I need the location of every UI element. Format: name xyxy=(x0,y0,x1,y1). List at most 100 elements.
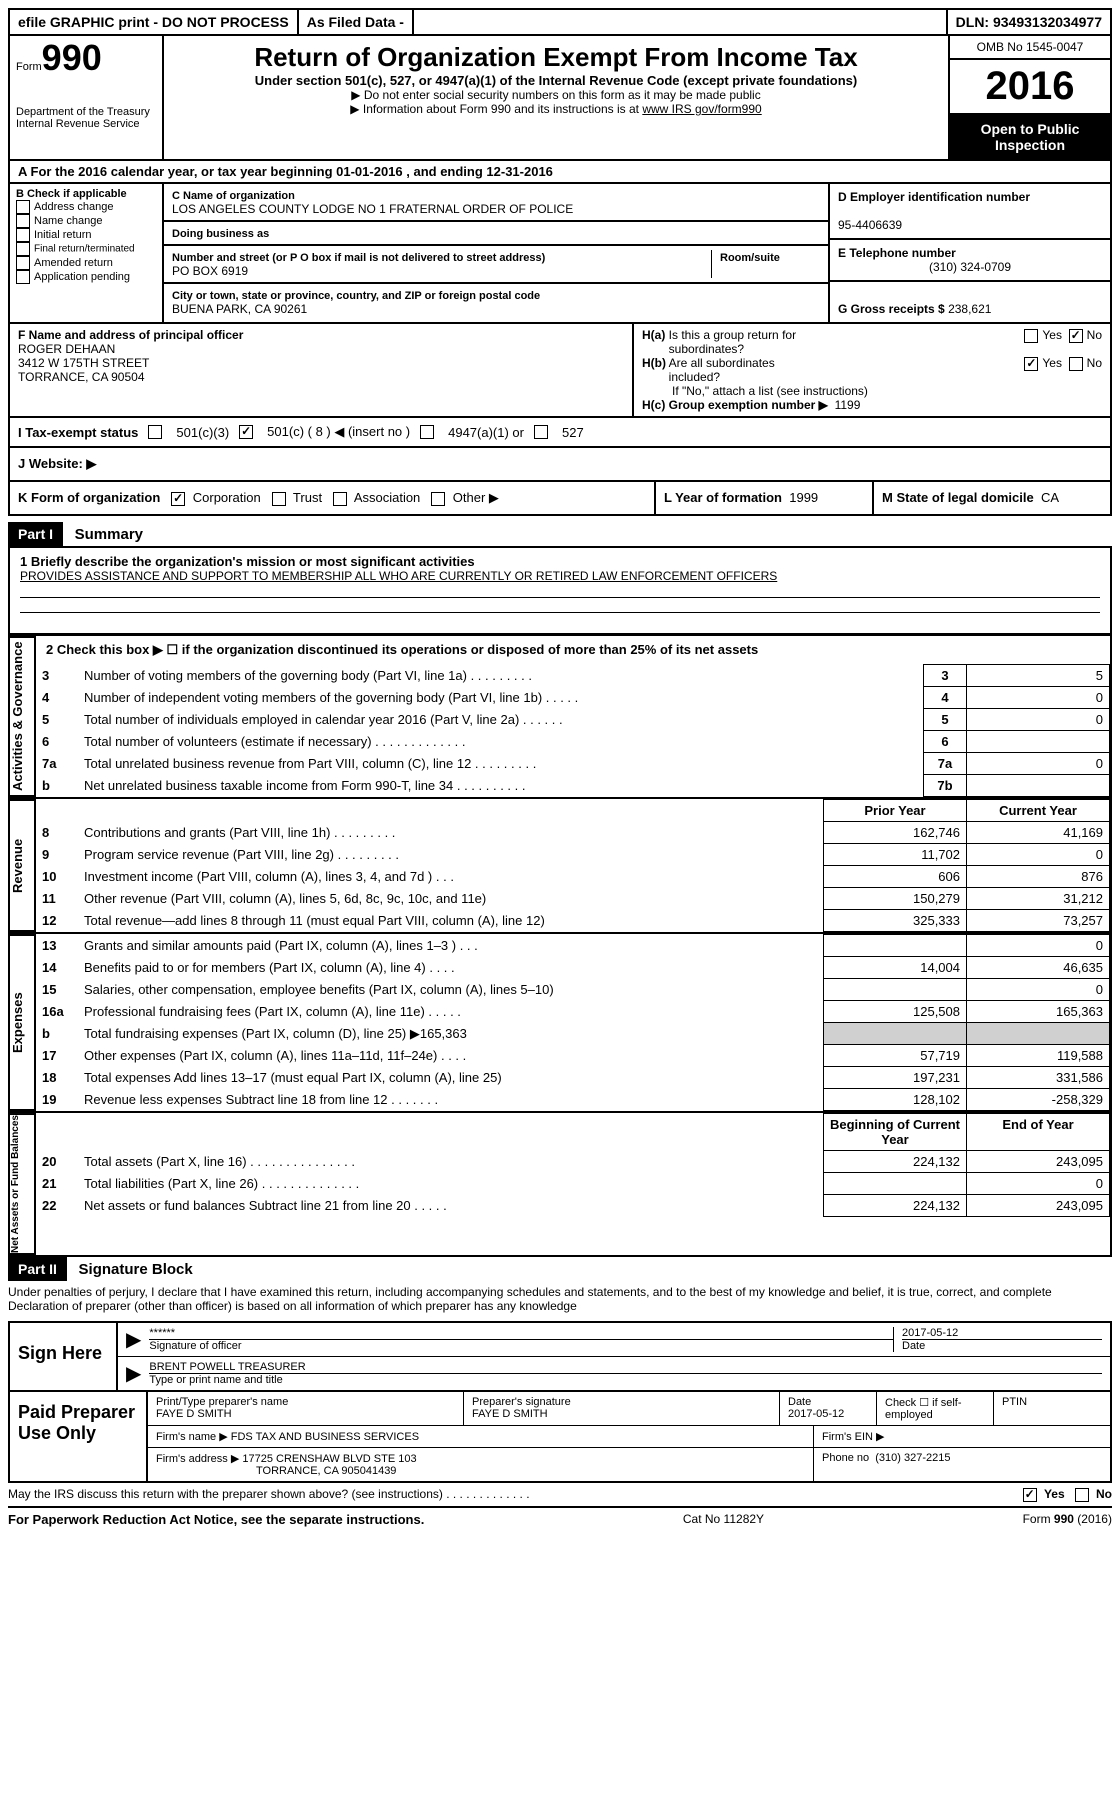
line-desc: Total unrelated business revenue from Pa… xyxy=(78,753,924,775)
line-desc: Total assets (Part X, line 16) . . . . .… xyxy=(78,1151,824,1173)
chk-initial-return[interactable]: Initial return xyxy=(16,228,156,242)
part-ii-title: Signature Block xyxy=(79,1261,193,1278)
prior-val: 325,333 xyxy=(824,910,967,932)
paid-prep-label: Paid Preparer Use Only xyxy=(10,1392,148,1481)
prior-val xyxy=(824,1023,967,1045)
chk-4947[interactable] xyxy=(420,425,434,439)
current-val: 165,363 xyxy=(967,1001,1110,1023)
line-box: 3 xyxy=(924,665,967,687)
discuss-yes[interactable] xyxy=(1023,1488,1037,1502)
chk-application-pending[interactable]: Application pending xyxy=(16,270,156,284)
org-name: LOS ANGELES COUNTY LODGE NO 1 FRATERNAL … xyxy=(172,202,573,216)
line-desc: Salaries, other compensation, employee b… xyxy=(78,979,824,1001)
dln-label: DLN: 93493132034977 xyxy=(946,10,1110,34)
ha-yes[interactable] xyxy=(1024,329,1038,343)
exp-label: Expenses xyxy=(10,934,36,1111)
line-num: 12 xyxy=(36,910,78,932)
ptin-label: PTIN xyxy=(994,1392,1110,1425)
line-num: 5 xyxy=(36,709,78,731)
line-desc: Professional fundraising fees (Part IX, … xyxy=(78,1001,824,1023)
chk-corp[interactable] xyxy=(171,492,185,506)
officer-addr2: TORRANCE, CA 90504 xyxy=(18,370,145,384)
line-num: 6 xyxy=(36,731,78,753)
current-val: 31,212 xyxy=(967,888,1110,910)
arrow-icon: ▶ xyxy=(126,1361,141,1386)
firm-name: FDS TAX AND BUSINESS SERVICES xyxy=(231,1431,419,1443)
org-k: K Form of organization Corporation Trust… xyxy=(10,482,656,514)
line-desc: Benefits paid to or for members (Part IX… xyxy=(78,957,824,979)
h-section: H(a) Is this a group return for subordin… xyxy=(634,324,1110,416)
prior-val: 606 xyxy=(824,866,967,888)
mission-row: 1 Briefly describe the organization's mi… xyxy=(8,546,1112,635)
footer: For Paperwork Reduction Act Notice, see … xyxy=(8,1508,1112,1531)
line-num: 8 xyxy=(36,822,78,844)
gross-row: G Gross receipts $ 238,621 xyxy=(830,282,1110,322)
line-desc: Investment income (Part VIII, column (A)… xyxy=(78,866,824,888)
form-prefix: Form xyxy=(16,61,42,73)
efile-label: efile GRAPHIC print - DO NOT PROCESS xyxy=(10,10,297,34)
line-num: 22 xyxy=(36,1195,78,1217)
line-desc: Total revenue—add lines 8 through 11 (mu… xyxy=(78,910,824,932)
gross-value: 238,621 xyxy=(948,302,991,316)
line-desc: Net assets or fund balances Subtract lin… xyxy=(78,1195,824,1217)
line-desc: Total number of volunteers (estimate if … xyxy=(78,731,924,753)
chk-501c[interactable] xyxy=(239,425,253,439)
city-row: City or town, state or province, country… xyxy=(164,284,828,320)
line-box: 4 xyxy=(924,687,967,709)
chk-amended-return[interactable]: Amended return xyxy=(16,256,156,270)
current-val: 243,095 xyxy=(967,1151,1110,1173)
prior-val: 224,132 xyxy=(824,1151,967,1173)
part-i-title: Summary xyxy=(75,526,143,543)
chk-final-return[interactable]: Final return/terminated xyxy=(16,242,156,256)
org-row: K Form of organization Corporation Trust… xyxy=(8,482,1112,516)
firm-addr: 17725 CRENSHAW BLVD STE 103 xyxy=(242,1453,416,1465)
chk-assoc[interactable] xyxy=(333,492,347,506)
line-val xyxy=(967,775,1110,797)
current-val: 876 xyxy=(967,866,1110,888)
line-desc: Net unrelated business taxable income fr… xyxy=(78,775,924,797)
line-num: 19 xyxy=(36,1089,78,1111)
current-val: 243,095 xyxy=(967,1195,1110,1217)
hb-no[interactable] xyxy=(1069,357,1083,371)
chk-527[interactable] xyxy=(534,425,548,439)
irs-link[interactable]: www IRS gov/form990 xyxy=(642,102,761,116)
ein-value: 95-4406639 xyxy=(838,218,902,232)
chk-address-change[interactable]: Address change xyxy=(16,200,156,214)
sig-label: Signature of officer xyxy=(149,1339,893,1352)
name-label: Type or print name and title xyxy=(149,1373,1102,1386)
hb-yes[interactable] xyxy=(1024,357,1038,371)
org-name-label: C Name of organization xyxy=(172,190,295,202)
chk-other[interactable] xyxy=(431,492,445,506)
discuss-no[interactable] xyxy=(1075,1488,1089,1502)
form-note2: ▶ Information about Form 990 and its ins… xyxy=(174,102,938,116)
line-num: 16a xyxy=(36,1001,78,1023)
line-num: 21 xyxy=(36,1173,78,1195)
ha-no[interactable] xyxy=(1069,329,1083,343)
phone-row: E Telephone number (310) 324-0709 xyxy=(830,240,1110,282)
officer-addr1: 3412 W 175TH STREET xyxy=(18,356,149,370)
asfiled-label: As Filed Data - xyxy=(297,10,412,34)
check-self-emp[interactable]: Check ☐ if self-employed xyxy=(877,1392,994,1425)
header-right: OMB No 1545-0047 2016 Open to Public Ins… xyxy=(948,36,1110,159)
form-number: 990 xyxy=(42,37,102,78)
col-b-title: B Check if applicable xyxy=(16,188,156,200)
prior-val: 11,702 xyxy=(824,844,967,866)
sig-date: 2017-05-12 xyxy=(902,1327,1102,1339)
officer-name: ROGER DEHAAN xyxy=(18,342,115,356)
line-desc: Total number of individuals employed in … xyxy=(78,709,924,731)
prep-date: 2017-05-12 xyxy=(788,1408,844,1420)
line-val: 0 xyxy=(967,709,1110,731)
exp-section: Expenses 13 Grants and similar amounts p… xyxy=(8,934,1112,1113)
line-box: 7b xyxy=(924,775,967,797)
chk-name-change[interactable]: Name change xyxy=(16,214,156,228)
firm-ein: Firm's EIN ▶ xyxy=(814,1426,1110,1447)
chk-trust[interactable] xyxy=(272,492,286,506)
firm-phone: (310) 327-2215 xyxy=(875,1452,950,1464)
gov-label: Activities & Governance xyxy=(10,636,36,797)
chk-501c3[interactable] xyxy=(148,425,162,439)
addr-row: Number and street (or P O box if mail is… xyxy=(164,246,828,284)
line-num: b xyxy=(36,775,78,797)
form-note1: ▶ Do not enter social security numbers o… xyxy=(174,88,938,102)
line-num: 18 xyxy=(36,1067,78,1089)
dept-line2: Internal Revenue Service xyxy=(16,118,156,130)
